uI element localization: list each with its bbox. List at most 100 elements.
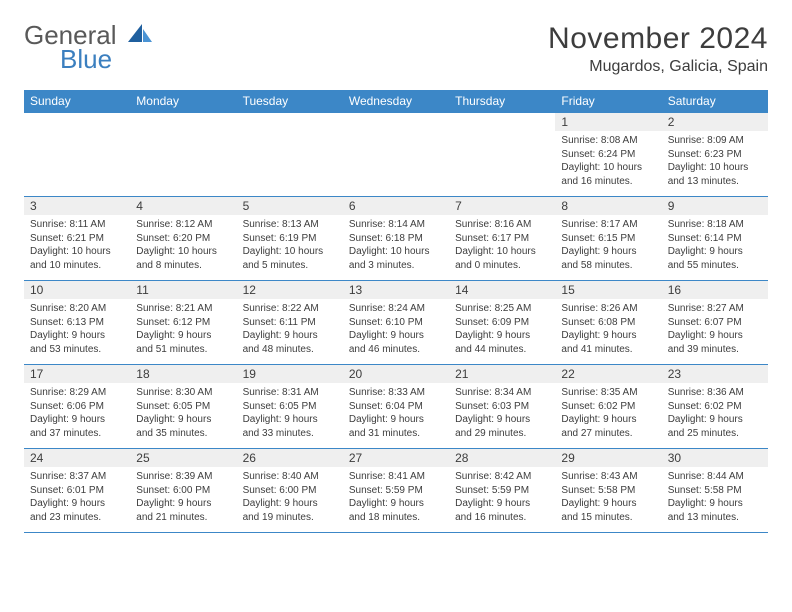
day-number: 8 bbox=[555, 197, 661, 215]
calendar-cell bbox=[24, 113, 130, 197]
day-number: 4 bbox=[130, 197, 236, 215]
day-number: 28 bbox=[449, 449, 555, 467]
daylight-text: Daylight: 9 hours and 51 minutes. bbox=[136, 329, 230, 356]
daylight-text: Daylight: 9 hours and 27 minutes. bbox=[561, 413, 655, 440]
title-block: November 2024 Mugardos, Galicia, Spain bbox=[548, 22, 768, 76]
day-info: Sunrise: 8:08 AMSunset: 6:24 PMDaylight:… bbox=[555, 131, 661, 192]
daylight-text: Daylight: 9 hours and 53 minutes. bbox=[30, 329, 124, 356]
day-number: 24 bbox=[24, 449, 130, 467]
day-info: Sunrise: 8:20 AMSunset: 6:13 PMDaylight:… bbox=[24, 299, 130, 360]
calendar-row: 1Sunrise: 8:08 AMSunset: 6:24 PMDaylight… bbox=[24, 113, 768, 197]
calendar-cell: 25Sunrise: 8:39 AMSunset: 6:00 PMDayligh… bbox=[130, 449, 236, 533]
daylight-text: Daylight: 9 hours and 41 minutes. bbox=[561, 329, 655, 356]
sunrise-text: Sunrise: 8:12 AM bbox=[136, 218, 230, 232]
sunset-text: Sunset: 6:08 PM bbox=[561, 316, 655, 330]
sunrise-text: Sunrise: 8:11 AM bbox=[30, 218, 124, 232]
sunset-text: Sunset: 6:18 PM bbox=[349, 232, 443, 246]
daylight-text: Daylight: 9 hours and 55 minutes. bbox=[668, 245, 762, 272]
sunrise-text: Sunrise: 8:21 AM bbox=[136, 302, 230, 316]
calendar-cell: 12Sunrise: 8:22 AMSunset: 6:11 PMDayligh… bbox=[237, 281, 343, 365]
day-info: Sunrise: 8:42 AMSunset: 5:59 PMDaylight:… bbox=[449, 467, 555, 528]
day-info: Sunrise: 8:18 AMSunset: 6:14 PMDaylight:… bbox=[662, 215, 768, 276]
calendar-cell: 14Sunrise: 8:25 AMSunset: 6:09 PMDayligh… bbox=[449, 281, 555, 365]
sunrise-text: Sunrise: 8:41 AM bbox=[349, 470, 443, 484]
day-info: Sunrise: 8:11 AMSunset: 6:21 PMDaylight:… bbox=[24, 215, 130, 276]
sunrise-text: Sunrise: 8:35 AM bbox=[561, 386, 655, 400]
sunset-text: Sunset: 6:20 PM bbox=[136, 232, 230, 246]
day-number: 3 bbox=[24, 197, 130, 215]
day-number: 2 bbox=[662, 113, 768, 131]
sunset-text: Sunset: 6:02 PM bbox=[668, 400, 762, 414]
sunset-text: Sunset: 5:59 PM bbox=[349, 484, 443, 498]
daylight-text: Daylight: 10 hours and 16 minutes. bbox=[561, 161, 655, 188]
sunrise-text: Sunrise: 8:17 AM bbox=[561, 218, 655, 232]
day-info: Sunrise: 8:13 AMSunset: 6:19 PMDaylight:… bbox=[237, 215, 343, 276]
daylight-text: Daylight: 9 hours and 46 minutes. bbox=[349, 329, 443, 356]
day-number: 18 bbox=[130, 365, 236, 383]
calendar-cell: 13Sunrise: 8:24 AMSunset: 6:10 PMDayligh… bbox=[343, 281, 449, 365]
daylight-text: Daylight: 9 hours and 18 minutes. bbox=[349, 497, 443, 524]
day-info: Sunrise: 8:30 AMSunset: 6:05 PMDaylight:… bbox=[130, 383, 236, 444]
daylight-text: Daylight: 10 hours and 10 minutes. bbox=[30, 245, 124, 272]
daylight-text: Daylight: 9 hours and 29 minutes. bbox=[455, 413, 549, 440]
sunset-text: Sunset: 6:00 PM bbox=[136, 484, 230, 498]
col-saturday: Saturday bbox=[662, 90, 768, 113]
weekday-header-row: Sunday Monday Tuesday Wednesday Thursday… bbox=[24, 90, 768, 113]
sunset-text: Sunset: 6:24 PM bbox=[561, 148, 655, 162]
daylight-text: Daylight: 10 hours and 3 minutes. bbox=[349, 245, 443, 272]
daylight-text: Daylight: 9 hours and 13 minutes. bbox=[668, 497, 762, 524]
day-info: Sunrise: 8:40 AMSunset: 6:00 PMDaylight:… bbox=[237, 467, 343, 528]
calendar-cell: 28Sunrise: 8:42 AMSunset: 5:59 PMDayligh… bbox=[449, 449, 555, 533]
sunset-text: Sunset: 6:17 PM bbox=[455, 232, 549, 246]
daylight-text: Daylight: 9 hours and 16 minutes. bbox=[455, 497, 549, 524]
calendar-cell: 27Sunrise: 8:41 AMSunset: 5:59 PMDayligh… bbox=[343, 449, 449, 533]
location-label: Mugardos, Galicia, Spain bbox=[548, 58, 768, 76]
sunset-text: Sunset: 6:21 PM bbox=[30, 232, 124, 246]
daylight-text: Daylight: 9 hours and 25 minutes. bbox=[668, 413, 762, 440]
daylight-text: Daylight: 9 hours and 19 minutes. bbox=[243, 497, 337, 524]
day-number: 13 bbox=[343, 281, 449, 299]
sunset-text: Sunset: 6:05 PM bbox=[243, 400, 337, 414]
day-number: 9 bbox=[662, 197, 768, 215]
calendar-cell: 29Sunrise: 8:43 AMSunset: 5:58 PMDayligh… bbox=[555, 449, 661, 533]
sunset-text: Sunset: 5:58 PM bbox=[668, 484, 762, 498]
calendar-table: Sunday Monday Tuesday Wednesday Thursday… bbox=[24, 90, 768, 533]
sunrise-text: Sunrise: 8:43 AM bbox=[561, 470, 655, 484]
col-tuesday: Tuesday bbox=[237, 90, 343, 113]
day-info: Sunrise: 8:44 AMSunset: 5:58 PMDaylight:… bbox=[662, 467, 768, 528]
calendar-cell: 17Sunrise: 8:29 AMSunset: 6:06 PMDayligh… bbox=[24, 365, 130, 449]
sunset-text: Sunset: 6:11 PM bbox=[243, 316, 337, 330]
day-number: 20 bbox=[343, 365, 449, 383]
sunrise-text: Sunrise: 8:09 AM bbox=[668, 134, 762, 148]
daylight-text: Daylight: 9 hours and 37 minutes. bbox=[30, 413, 124, 440]
calendar-cell bbox=[449, 113, 555, 197]
day-info: Sunrise: 8:41 AMSunset: 5:59 PMDaylight:… bbox=[343, 467, 449, 528]
logo-text: General Blue bbox=[24, 22, 154, 72]
day-number: 21 bbox=[449, 365, 555, 383]
sunset-text: Sunset: 6:01 PM bbox=[30, 484, 124, 498]
sunset-text: Sunset: 6:23 PM bbox=[668, 148, 762, 162]
sunrise-text: Sunrise: 8:33 AM bbox=[349, 386, 443, 400]
day-info: Sunrise: 8:25 AMSunset: 6:09 PMDaylight:… bbox=[449, 299, 555, 360]
col-sunday: Sunday bbox=[24, 90, 130, 113]
sunrise-text: Sunrise: 8:29 AM bbox=[30, 386, 124, 400]
calendar-cell: 7Sunrise: 8:16 AMSunset: 6:17 PMDaylight… bbox=[449, 197, 555, 281]
calendar-cell: 8Sunrise: 8:17 AMSunset: 6:15 PMDaylight… bbox=[555, 197, 661, 281]
calendar-page: General Blue November 2024 Mugardos, Gal… bbox=[0, 0, 792, 543]
day-number: 27 bbox=[343, 449, 449, 467]
calendar-row: 3Sunrise: 8:11 AMSunset: 6:21 PMDaylight… bbox=[24, 197, 768, 281]
sunset-text: Sunset: 6:04 PM bbox=[349, 400, 443, 414]
sunset-text: Sunset: 5:58 PM bbox=[561, 484, 655, 498]
day-info: Sunrise: 8:29 AMSunset: 6:06 PMDaylight:… bbox=[24, 383, 130, 444]
sunset-text: Sunset: 6:14 PM bbox=[668, 232, 762, 246]
calendar-cell: 6Sunrise: 8:14 AMSunset: 6:18 PMDaylight… bbox=[343, 197, 449, 281]
daylight-text: Daylight: 9 hours and 15 minutes. bbox=[561, 497, 655, 524]
daylight-text: Daylight: 9 hours and 31 minutes. bbox=[349, 413, 443, 440]
col-thursday: Thursday bbox=[449, 90, 555, 113]
day-number: 16 bbox=[662, 281, 768, 299]
day-number: 15 bbox=[555, 281, 661, 299]
sunrise-text: Sunrise: 8:26 AM bbox=[561, 302, 655, 316]
daylight-text: Daylight: 10 hours and 0 minutes. bbox=[455, 245, 549, 272]
sunrise-text: Sunrise: 8:20 AM bbox=[30, 302, 124, 316]
month-title: November 2024 bbox=[548, 22, 768, 56]
